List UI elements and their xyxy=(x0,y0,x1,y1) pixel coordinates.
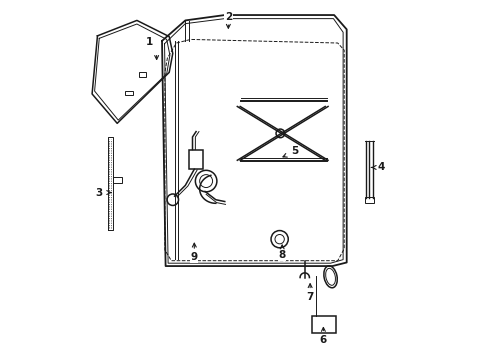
Bar xyxy=(311,316,335,333)
Bar xyxy=(139,72,145,77)
Text: 2: 2 xyxy=(224,12,231,22)
Text: 3: 3 xyxy=(96,188,102,198)
Text: 5: 5 xyxy=(290,146,298,156)
Circle shape xyxy=(195,170,217,192)
Circle shape xyxy=(274,234,284,244)
Ellipse shape xyxy=(325,268,335,285)
Text: 9: 9 xyxy=(190,252,198,262)
Bar xyxy=(113,177,122,183)
Circle shape xyxy=(276,129,284,138)
Circle shape xyxy=(199,175,212,188)
Bar xyxy=(188,149,203,169)
Circle shape xyxy=(167,194,178,206)
Text: 8: 8 xyxy=(278,250,285,260)
Bar xyxy=(364,197,373,203)
Text: 6: 6 xyxy=(319,334,326,345)
Text: 4: 4 xyxy=(376,162,384,172)
Text: 1: 1 xyxy=(145,37,153,47)
Bar xyxy=(125,91,132,95)
Circle shape xyxy=(270,230,287,248)
Ellipse shape xyxy=(323,266,337,288)
Text: 7: 7 xyxy=(306,292,313,302)
